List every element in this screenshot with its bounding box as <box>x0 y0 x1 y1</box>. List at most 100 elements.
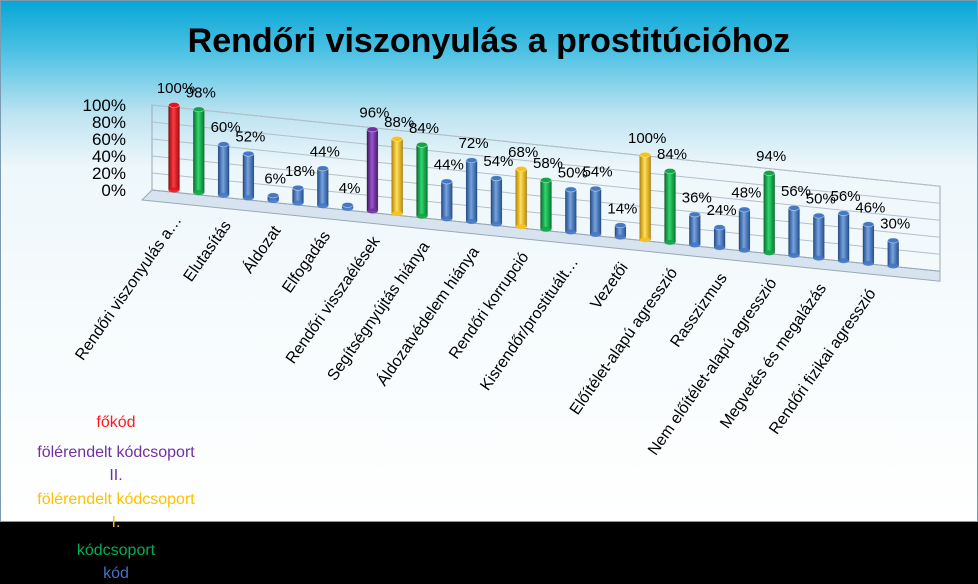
y-tick-label: 100% <box>83 96 126 115</box>
bar-top <box>366 126 379 133</box>
bar <box>465 157 478 224</box>
bar <box>564 186 577 235</box>
bar-top <box>341 202 354 208</box>
y-axis: 0%20%40%60%80%100% <box>83 96 126 200</box>
legend-label-kodcsoport: kódcsoport <box>76 542 156 559</box>
bar-base <box>515 224 527 230</box>
bar-body <box>639 154 651 241</box>
bar-body <box>515 168 527 227</box>
value-label: 96% <box>359 104 389 121</box>
x-tick-label: Vezetői <box>588 260 632 313</box>
chart-title: Rendőri viszonyulás a prostitúcióhoz <box>187 22 791 60</box>
bar-body <box>465 159 478 222</box>
y-tick-label: 40% <box>92 147 126 166</box>
bar-top <box>738 206 751 213</box>
bar-body <box>763 172 775 254</box>
bar-base <box>466 218 478 224</box>
bar-base <box>614 234 626 240</box>
bar-body <box>837 212 850 261</box>
y-tick-label: 60% <box>92 130 126 149</box>
bar-body <box>391 138 403 214</box>
bar <box>168 102 180 193</box>
bar-top <box>267 192 280 199</box>
value-label: 46% <box>855 199 885 216</box>
bar-top <box>540 177 552 183</box>
bar-body <box>366 129 379 212</box>
value-label: 44% <box>434 156 464 173</box>
bar-top <box>242 150 255 157</box>
value-label: 54% <box>583 164 613 181</box>
value-labels: 100%98%60%52%6%18%44%4%96%88%84%44%72%54… <box>157 80 910 232</box>
bar <box>292 185 304 206</box>
bar-body <box>887 240 899 267</box>
bar-top <box>713 224 726 231</box>
value-label: 84% <box>657 146 687 163</box>
value-label: 60% <box>211 119 241 136</box>
value-label: 56% <box>781 183 811 200</box>
bar-top <box>391 135 404 142</box>
value-label: 84% <box>409 120 439 137</box>
bar-body <box>565 189 577 233</box>
bar-body <box>738 209 751 251</box>
bar-base <box>862 260 874 266</box>
legend-I: fölérendelt kódcsoport I. <box>0 488 232 534</box>
gridline <box>151 121 941 204</box>
bar-body <box>490 177 503 225</box>
bar-body <box>862 224 875 264</box>
x-tick-label: Rendőri visszaélések <box>283 233 384 367</box>
bar <box>515 166 528 230</box>
value-label: 88% <box>384 114 414 131</box>
bar <box>540 177 552 232</box>
value-label: 14% <box>607 200 637 217</box>
x-tick-label: Elfogadás <box>279 228 334 296</box>
legend-label-fokod: főkód <box>96 414 136 431</box>
bar-top <box>217 141 230 148</box>
bar-top <box>639 151 652 158</box>
bar <box>887 237 900 269</box>
bar <box>688 211 701 248</box>
gridline <box>151 104 941 187</box>
bar-base <box>838 258 850 264</box>
x-tick-label: Áldozat <box>238 221 284 276</box>
bar-body <box>540 179 552 230</box>
bar-body <box>242 153 255 199</box>
value-label: 56% <box>831 188 861 205</box>
bar-top <box>515 166 528 172</box>
legend-label-II-1: fölérendelt kódcsoport <box>37 444 195 461</box>
bar <box>490 175 503 227</box>
bar-base <box>813 255 825 261</box>
value-label: 52% <box>235 129 265 146</box>
bar <box>440 178 453 222</box>
bar-top <box>465 157 478 164</box>
bar-top <box>416 142 428 148</box>
bar-base <box>639 237 651 243</box>
bar <box>713 224 726 251</box>
bar-base <box>788 253 800 258</box>
bar-base <box>490 221 502 227</box>
bar-top <box>812 212 825 219</box>
bar <box>416 142 428 219</box>
bar <box>316 165 329 209</box>
bar-top <box>316 165 329 172</box>
bar-top <box>664 168 676 174</box>
bar-base <box>168 187 180 193</box>
bar-base <box>664 239 676 245</box>
bar-top <box>193 106 205 113</box>
legend-fokod: főkód <box>0 414 232 432</box>
bar-body <box>788 207 800 256</box>
bar-top <box>837 210 850 216</box>
value-label: 48% <box>731 184 761 201</box>
bar-body <box>713 226 726 248</box>
value-label: 36% <box>682 189 712 206</box>
bar <box>738 206 751 253</box>
bar-body <box>193 109 205 193</box>
bar <box>614 222 627 240</box>
bar-top <box>168 102 180 108</box>
legend-kod: kód <box>0 565 232 583</box>
bar <box>217 141 230 198</box>
bar <box>341 202 354 211</box>
bar <box>812 212 825 261</box>
x-tick-label: Segítségnyújtás hiánya <box>324 239 433 384</box>
value-label: 94% <box>756 148 786 165</box>
bar <box>862 221 875 266</box>
